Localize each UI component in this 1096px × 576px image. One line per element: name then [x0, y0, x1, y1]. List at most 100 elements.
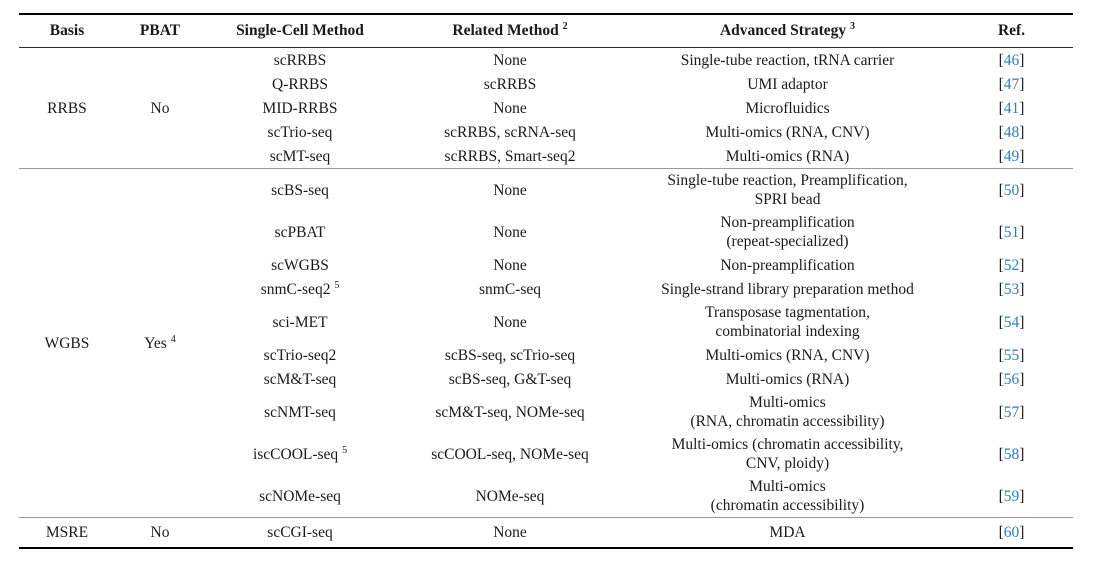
- method-cell: iscCOOL-seq 5: [205, 433, 395, 475]
- single-cell-methods-table: Basis PBAT Single-Cell Method Related Metho…: [19, 13, 1073, 549]
- basis-label: RRBS: [47, 99, 87, 117]
- citation-link[interactable]: 52: [1003, 256, 1020, 274]
- related-method-cell: NOMe-seq: [395, 475, 625, 518]
- ref-bracket-close: ]: [1019, 403, 1025, 421]
- method-name: iscCOOL-seq: [252, 445, 339, 463]
- ref-bracket-open: [: [998, 346, 1004, 364]
- citation-link[interactable]: 58: [1003, 445, 1020, 463]
- related-method-cell: scBS-seq, scTrio-seq: [395, 343, 625, 367]
- advanced-strategy-cell: Multi-omics (RNA, chromatin accessibility…: [625, 391, 950, 433]
- ref-bracket-close: ]: [1019, 99, 1025, 117]
- table-row: MSRE No scCGI-seq None MDA [60]: [19, 518, 1073, 549]
- basis-cell: RRBS: [19, 48, 115, 169]
- table-row: scTrio-seq scRRBS, scRNA-seq Multi-omics (…: [19, 120, 1073, 144]
- related-method-value: scRRBS: [483, 75, 537, 93]
- method-cell: Q-RRBS: [205, 72, 395, 96]
- table-row: scNMT-seq scM&T-seq, NOMe-seq Multi-omics (…: [19, 391, 1073, 433]
- ref-bracket-open: [: [998, 123, 1004, 141]
- citation-link[interactable]: 41: [1003, 99, 1020, 117]
- reference-cell: [50]: [950, 169, 1073, 212]
- pbat-footnote-mark: 4: [170, 333, 176, 345]
- ref-bracket-open: [: [998, 99, 1004, 117]
- advanced-strategy-cell: Single-tube reaction, tRNA carrier: [625, 48, 950, 73]
- citation-link[interactable]: 56: [1003, 370, 1020, 388]
- citation-link[interactable]: 51: [1003, 223, 1020, 241]
- related-method-cell: snmC-seq: [395, 277, 625, 301]
- related-method-value: None: [493, 99, 527, 117]
- method-cell: MID-RRBS: [205, 96, 395, 120]
- citation-link[interactable]: 60: [1003, 524, 1020, 541]
- strategy-line: (chromatin accessibility): [710, 497, 865, 514]
- reference-cell: [58]: [950, 433, 1073, 475]
- ref-bracket-open: [: [998, 313, 1004, 331]
- method-name: scMT-seq: [269, 147, 331, 165]
- method-cell: scPBAT: [205, 211, 395, 253]
- citation-link[interactable]: 47: [1003, 75, 1020, 93]
- related-method-cell: None: [395, 48, 625, 73]
- method-name: scPBAT: [274, 223, 326, 241]
- method-cell: scTrio-seq: [205, 120, 395, 144]
- citation-link[interactable]: 55: [1003, 346, 1020, 364]
- ref-bracket-close: ]: [1019, 370, 1025, 388]
- citation-link[interactable]: 57: [1003, 403, 1020, 421]
- advanced-strategy-cell: Non-preamplification (repeat-specialized): [625, 211, 950, 253]
- strategy-line: SPRI bead: [754, 191, 821, 208]
- related-method-value: None: [493, 223, 527, 241]
- citation-link[interactable]: 59: [1003, 487, 1020, 505]
- ref-bracket-close: ]: [1019, 524, 1025, 541]
- ref-bracket-close: ]: [1019, 280, 1025, 298]
- strategy-line: Multi-omics (RNA, CNV): [705, 123, 870, 141]
- basis-label: WGBS: [44, 334, 90, 352]
- method-name: scRRBS: [273, 51, 327, 69]
- citation-link[interactable]: 48: [1003, 123, 1020, 141]
- section-msre: MSRE No scCGI-seq None MDA [60]: [19, 518, 1073, 549]
- ref-bracket-close: ]: [1019, 445, 1025, 463]
- column-header-ref: Ref.: [950, 14, 1073, 48]
- ref-bracket-close: ]: [1019, 147, 1025, 165]
- method-cell: snmC-seq2 5: [205, 277, 395, 301]
- citation-link[interactable]: 50: [1003, 181, 1020, 199]
- reference-cell: [41]: [950, 96, 1073, 120]
- strategy-line: Microfluidics: [745, 99, 830, 117]
- strategy-line: CNV, ploidy): [745, 455, 830, 472]
- ref-bracket-open: [: [998, 256, 1004, 274]
- strategy-line: Multi-omics (chromatin accessibility,: [671, 436, 904, 453]
- ref-bracket-open: [: [998, 51, 1004, 69]
- strategy-line: Multi-omics: [749, 478, 826, 495]
- related-method-cell: None: [395, 301, 625, 343]
- strategy-line: Single-tube reaction, tRNA carrier: [680, 51, 895, 69]
- column-header-related-method: Related Method 2: [395, 14, 625, 48]
- citation-link[interactable]: 46: [1003, 51, 1020, 69]
- ref-bracket-open: [: [998, 524, 1004, 541]
- method-name: Q-RRBS: [272, 75, 328, 93]
- pbat-cell: No: [115, 48, 205, 169]
- column-header-label: Basis: [49, 22, 85, 39]
- ref-bracket-open: [: [998, 370, 1004, 388]
- advanced-strategy-cell: Multi-omics (RNA, CNV): [625, 343, 950, 367]
- method-cell: scNMT-seq: [205, 391, 395, 433]
- section-wgbs: WGBS Yes 4 scBS-seq None Single-tube reactio…: [19, 169, 1073, 518]
- ref-bracket-open: [: [998, 487, 1004, 505]
- ref-bracket-close: ]: [1019, 75, 1025, 93]
- ref-bracket-open: [: [998, 181, 1004, 199]
- table-row: MID-RRBS None Microfluidics [41]: [19, 96, 1073, 120]
- related-method-value: None: [493, 256, 527, 274]
- related-method-value: scRRBS, scRNA-seq: [444, 123, 576, 141]
- column-header-label: Related Method: [452, 22, 559, 39]
- table-row: scNOMe-seq NOMe-seq Multi-omics (chromatin …: [19, 475, 1073, 518]
- related-method-value: scCOOL-seq, NOMe-seq: [431, 445, 589, 463]
- strategy-line: Single-strand library preparation method: [661, 280, 914, 298]
- citation-link[interactable]: 53: [1003, 280, 1020, 298]
- method-cell: scNOMe-seq: [205, 475, 395, 518]
- citation-link[interactable]: 49: [1003, 147, 1020, 165]
- pbat-value: Yes: [144, 334, 167, 352]
- table-row: scWGBS None Non-preamplification [52]: [19, 253, 1073, 277]
- citation-link[interactable]: 54: [1003, 313, 1020, 331]
- advanced-strategy-cell: Multi-omics (chromatin accessibility): [625, 475, 950, 518]
- table-row: WGBS Yes 4 scBS-seq None Single-tube reactio…: [19, 169, 1073, 352]
- column-header-basis: Basis: [19, 14, 115, 48]
- pbat-value: No: [150, 99, 170, 117]
- section-rrbs: RRBS No scRRBS None Single-tube reaction, tR…: [19, 48, 1073, 169]
- column-header-label: PBAT: [139, 22, 181, 39]
- column-header-label: Single-Cell Method: [236, 22, 364, 39]
